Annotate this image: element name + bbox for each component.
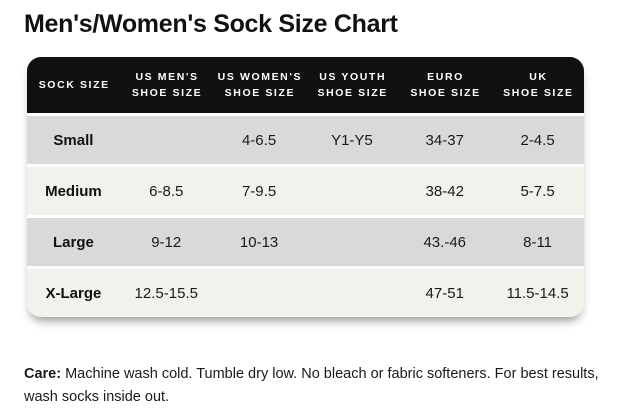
cell-us-womens: 4-6.5 bbox=[241, 131, 277, 149]
cell-us-mens: 9-12 bbox=[151, 233, 182, 251]
column-header-uk: UK SHOE SIZE bbox=[491, 69, 584, 101]
cell-uk: 2-4.5 bbox=[520, 131, 555, 149]
cell-us-youth: Y1-Y5 bbox=[331, 131, 373, 149]
cell-uk: 8-11 bbox=[523, 233, 553, 251]
cell-sock-size: X-Large bbox=[45, 284, 102, 302]
header-line: US WOMEN'S bbox=[217, 71, 303, 83]
table-row-x-large: X-Large 12.5-15.5 47-51 11.5-14.5 bbox=[27, 269, 584, 317]
header-line: UK bbox=[529, 71, 548, 83]
table-row-medium: Medium 6-8.5 7-9.5 38-42 5-7.5 bbox=[27, 167, 584, 215]
header-line: SHOE SIZE bbox=[224, 87, 296, 99]
cell-euro: 34-37 bbox=[425, 131, 464, 149]
cell-euro: 47-51 bbox=[425, 284, 464, 302]
care-text: Machine wash cold. Tumble dry low. No bl… bbox=[24, 366, 599, 406]
table-row-large: Large 9-12 10-13 43.-46 8-11 bbox=[27, 218, 584, 266]
cell-us-mens: 12.5-15.5 bbox=[134, 284, 198, 302]
cell-sock-size: Large bbox=[52, 233, 94, 251]
column-header-us-youth: US YOUTH SHOE SIZE bbox=[306, 69, 399, 101]
cell-us-womens: 7-9.5 bbox=[241, 182, 277, 200]
column-header-us-mens: US MEN'S SHOE SIZE bbox=[120, 69, 213, 101]
header-line: SHOE SIZE bbox=[410, 87, 481, 99]
cell-euro: 43.-46 bbox=[423, 233, 467, 251]
header-line: US YOUTH bbox=[319, 71, 387, 83]
header-line: US MEN'S bbox=[135, 71, 199, 83]
header-line: SHOE SIZE bbox=[503, 87, 574, 99]
header-line: EURO bbox=[427, 71, 464, 83]
cell-uk: 5-7.5 bbox=[520, 182, 555, 200]
column-header-euro: EURO SHOE SIZE bbox=[398, 69, 491, 101]
header-line: SHOE SIZE bbox=[317, 87, 388, 99]
table-header-row: SOCK SIZE US MEN'S SHOE SIZE US WOMEN'S … bbox=[27, 57, 584, 113]
table-row-small: Small 4-6.5 Y1-Y5 34-37 2-4.5 bbox=[27, 116, 584, 164]
cell-sock-size: Medium bbox=[45, 182, 102, 200]
care-instructions: Care: Machine wash cold. Tumble dry low.… bbox=[24, 363, 616, 410]
header-line: SHOE SIZE bbox=[131, 87, 203, 99]
column-header-us-womens: US WOMEN'S SHOE SIZE bbox=[213, 69, 306, 101]
cell-us-mens: 6-8.5 bbox=[149, 182, 184, 200]
care-label: Care: bbox=[24, 366, 62, 382]
header-line: SOCK SIZE bbox=[38, 79, 110, 91]
cell-uk: 11.5-14.5 bbox=[506, 284, 569, 302]
cell-us-womens: 10-13 bbox=[239, 233, 279, 251]
cell-sock-size: Small bbox=[53, 131, 94, 149]
column-header-sock-size: SOCK SIZE bbox=[27, 77, 120, 93]
cell-euro: 38-42 bbox=[425, 182, 464, 200]
page-title: Men's/Women's Sock Size Chart bbox=[24, 10, 398, 38]
sock-size-table: SOCK SIZE US MEN'S SHOE SIZE US WOMEN'S … bbox=[27, 57, 584, 317]
